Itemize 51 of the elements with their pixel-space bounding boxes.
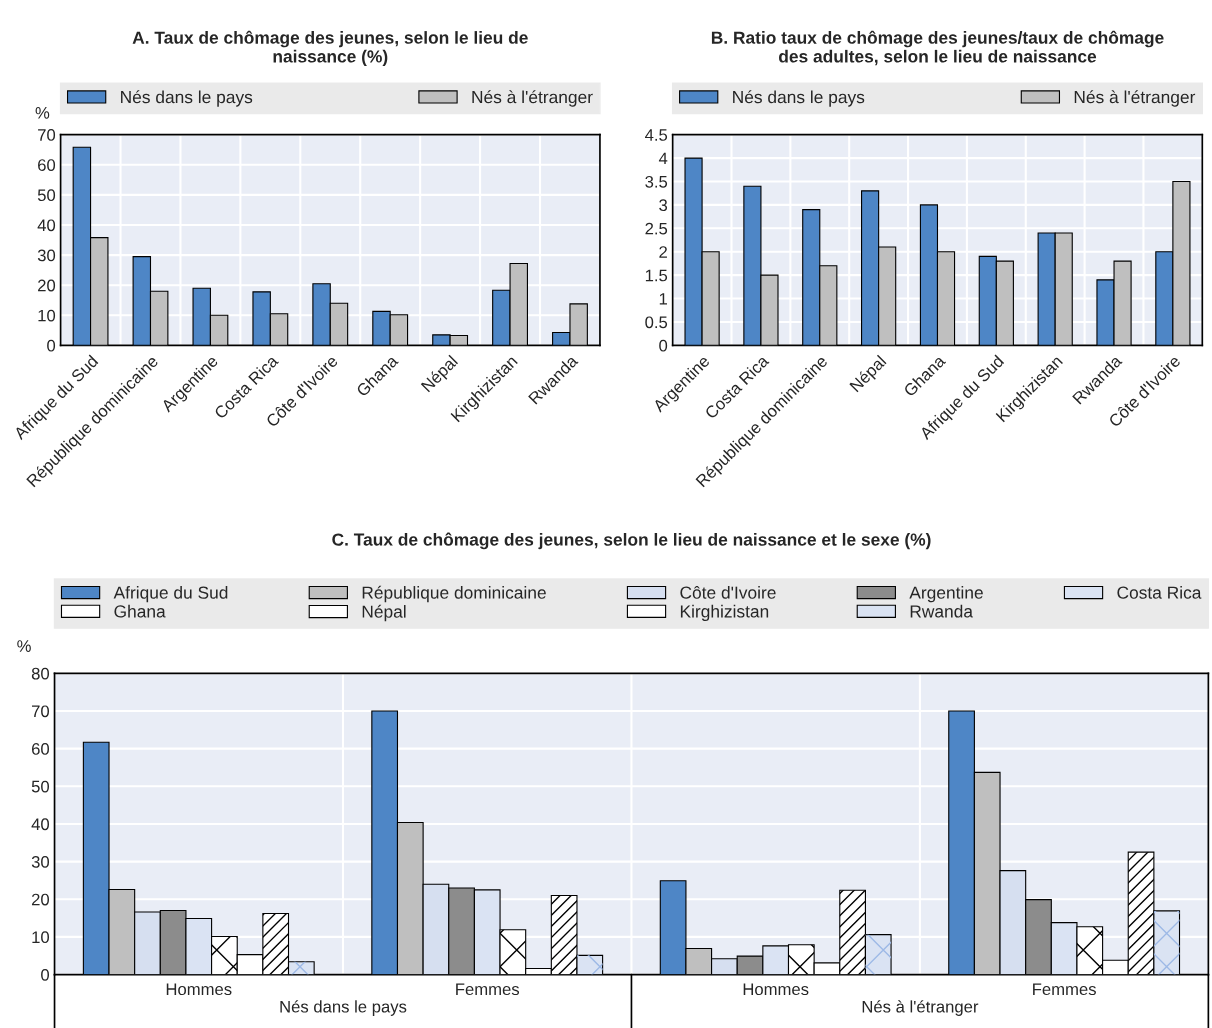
y-tick-label: 20 [38,279,56,292]
y-tick-label: 1 [659,293,667,305]
legend-label: République dominicaine [362,585,546,603]
chart-title: C. Taux de chômage des jeunes, selon le lieu de naissance et le sexe (%) [332,532,931,550]
y-tick-label: 2 [659,246,667,258]
legend-label: Costa Rica [1117,586,1202,599]
y-tick-label: 30 [37,249,56,262]
y-tick-label: 4.5 [645,129,668,141]
y-tick-label: 3.5 [645,175,668,188]
text: Nés à l'étranger [862,1000,979,1016]
y-tick-label: 70 [38,129,56,141]
y-tick-label: 3 [659,199,668,212]
legend-label: Ghana [114,604,166,618]
y-tick-label: 1.5 [645,269,668,282]
legend-label: Népal [362,604,406,622]
y-tick-label: 30 [31,855,50,868]
y-tick-label: 0 [41,968,50,981]
legend-label: Nés à l'étranger [472,90,593,107]
legend-label: Nés dans le pays [121,90,253,107]
y-tick-label: 70 [32,705,50,718]
y-tick-label: 20 [31,893,50,906]
legend-label: Nés dans le pays [733,90,865,107]
y-tick-label: 50 [37,189,56,202]
x-tick-label: Femmes [1033,983,1096,996]
y-tick-label: 0.5 [645,316,668,329]
y-tick-label: 0 [47,339,56,352]
y-axis-title: % [35,107,50,119]
y-tick-label: 50 [31,780,50,793]
legend-label: Argentine [909,586,983,603]
y-tick-label: 40 [31,818,50,831]
legend-label: Kirghizistan [680,604,769,622]
y-tick-label: 80 [31,667,50,680]
x-tick-label: Hommes [743,983,809,996]
chart-title: B. Ratio taux de chômage des jeunes/taux de chômage des adultes, selon le lieu de naissance [711,30,1164,66]
y-tick-label: 60 [31,743,50,755]
y-tick-label: 10 [38,309,56,322]
y-tick-label: 0 [659,339,668,352]
legend-label: Afrique du Sud [113,586,228,603]
y-axis-title: % [17,640,31,652]
y-tick-label: 40 [37,219,56,232]
chart-title: A. Taux de chômage des jeunes, selon le lieu de naissance (%) [132,30,528,67]
x-tick-label: Femmes [456,983,520,996]
y-tick-label: 60 [38,159,56,171]
legend-label: Nés à l'étranger [1074,90,1196,107]
y-tick-label: 2.5 [645,222,668,235]
x-tick-label: Hommes [166,983,232,996]
y-tick-label: 10 [32,931,50,944]
legend-label: Rwanda [910,604,973,618]
legend-label: Côte d'Ivoire [680,585,776,599]
text: Nés dans le pays [280,1000,407,1016]
y-tick-label: 4 [658,152,668,165]
